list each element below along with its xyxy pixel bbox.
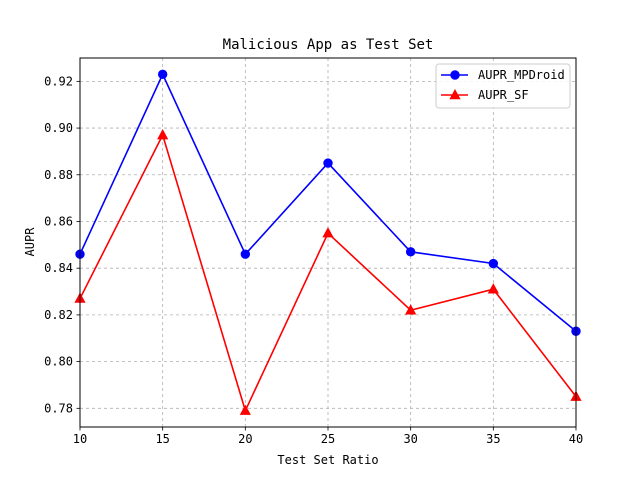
x-tick-label: 15 (155, 432, 169, 446)
series-layer (74, 69, 582, 415)
y-axis-label: AUPR (23, 227, 37, 257)
x-tick-label: 10 (73, 432, 87, 446)
x-tick-label: 40 (569, 432, 583, 446)
legend-marker (450, 70, 460, 80)
y-tick-label: 0.88 (44, 168, 73, 182)
data-point-AUPR_MPDroid (488, 258, 499, 269)
data-point-AUPR_SF (322, 227, 334, 238)
y-tick-label: 0.84 (44, 261, 73, 275)
y-tick-label: 0.92 (44, 74, 73, 88)
legend-item-AUPR_SF: AUPR_SF (441, 88, 529, 102)
x-tick-label: 30 (403, 432, 417, 446)
y-tick-label: 0.86 (44, 214, 73, 228)
series-AUPR_MPDroid (75, 69, 581, 336)
x-tick-label: 20 (238, 432, 252, 446)
data-point-AUPR_SF (487, 283, 499, 294)
data-point-AUPR_SF (157, 129, 169, 140)
legend-box (435, 63, 571, 109)
data-point-AUPR_SF (405, 304, 417, 315)
legend-marker (449, 88, 461, 100)
y-axis: 0.78 0.80 0.82 0.84 0.86 0.88 0.90 0.92 (44, 74, 80, 415)
x-tick-label: 35 (486, 432, 500, 446)
legend-item-AUPR_MPDroid: AUPR_MPDroid (441, 68, 565, 82)
data-point-AUPR_MPDroid (323, 158, 333, 168)
y-tick-label: 0.78 (44, 401, 73, 415)
x-tick-label: 25 (321, 432, 335, 446)
y-tick-label: 0.90 (44, 121, 73, 135)
data-point-AUPR_MPDroid (157, 69, 168, 80)
legend-label: AUPR_SF (478, 88, 529, 102)
data-point-AUPR_MPDroid (405, 247, 416, 257)
x-axis: 10 15 20 25 30 35 40 (73, 427, 583, 446)
y-tick-label: 0.80 (44, 355, 73, 369)
y-tick-label: 0.82 (44, 308, 73, 322)
x-axis-label: Test Set Ratio (277, 453, 378, 467)
data-point-AUPR_MPDroid (240, 249, 251, 259)
legend: AUPR_MPDroid AUPR_SF (435, 63, 571, 109)
grid (79, 58, 577, 427)
legend-label: AUPR_MPDroid (478, 68, 565, 82)
chart-title: Malicious App as Test Set (223, 37, 434, 53)
data-point-AUPR_SF (239, 404, 251, 415)
